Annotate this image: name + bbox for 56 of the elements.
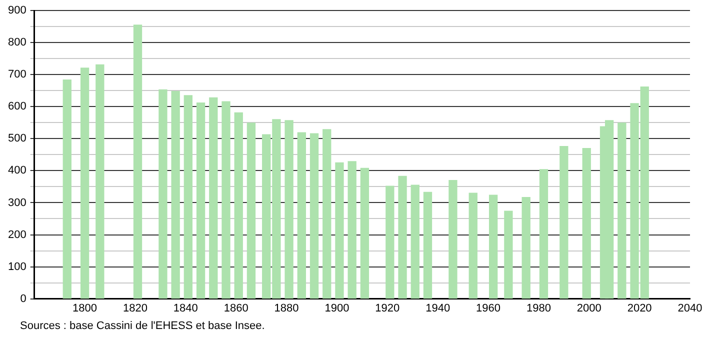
bar <box>423 192 432 299</box>
bar <box>234 112 243 299</box>
bar <box>184 95 193 299</box>
bar <box>386 186 394 299</box>
bar <box>468 192 478 299</box>
bar <box>209 97 218 299</box>
x-tick-label: 2040 <box>678 302 702 314</box>
bar <box>348 161 356 299</box>
x-tick-label: 1960 <box>476 302 501 314</box>
bar <box>560 146 568 299</box>
bar <box>322 129 332 299</box>
bar <box>582 148 591 299</box>
bar <box>158 89 168 299</box>
y-tick-label: 100 <box>8 260 26 273</box>
bar <box>488 194 498 299</box>
bar <box>410 184 420 299</box>
bar <box>360 168 370 299</box>
bar <box>618 122 626 299</box>
x-tick-label: 1860 <box>224 302 248 314</box>
bar <box>196 102 206 299</box>
y-tick-label: 600 <box>8 100 26 113</box>
y-tick-label: 200 <box>8 228 26 241</box>
bar <box>335 162 344 299</box>
y-tick-label: 900 <box>8 4 26 17</box>
bar <box>62 79 72 299</box>
bar <box>297 132 306 299</box>
bar <box>398 176 407 299</box>
bar <box>504 210 513 299</box>
x-tick-label: 1800 <box>72 302 98 314</box>
source-note: Sources : base Cassini de l'EHESS et base Insee. <box>20 320 265 332</box>
x-tick-label: 1980 <box>526 302 551 314</box>
x-tick-label: 1880 <box>274 302 299 314</box>
y-tick-label: 0 <box>20 292 26 305</box>
y-tick-label: 400 <box>8 164 26 177</box>
x-tick-label: 2020 <box>627 302 652 314</box>
x-tick-label: 1840 <box>173 302 198 314</box>
y-tick-label: 700 <box>8 68 26 81</box>
bar <box>522 196 530 299</box>
x-tick-label: 1820 <box>122 302 148 314</box>
bar <box>310 133 319 299</box>
x-tick-label: 2000 <box>576 302 602 314</box>
bar <box>539 169 548 299</box>
bar <box>246 122 256 299</box>
y-tick-label: 300 <box>8 196 26 209</box>
bar <box>284 120 294 299</box>
bar <box>171 90 180 299</box>
bar <box>80 68 90 299</box>
bar <box>448 180 458 299</box>
bar <box>222 101 230 299</box>
bar <box>133 24 142 299</box>
bar <box>96 64 104 299</box>
x-tick-label: 1920 <box>375 302 400 314</box>
y-tick-label: 800 <box>8 36 26 49</box>
y-tick-label: 500 <box>8 132 26 145</box>
x-tick-label: 1900 <box>324 302 350 314</box>
x-tick-label: 1940 <box>426 302 450 314</box>
